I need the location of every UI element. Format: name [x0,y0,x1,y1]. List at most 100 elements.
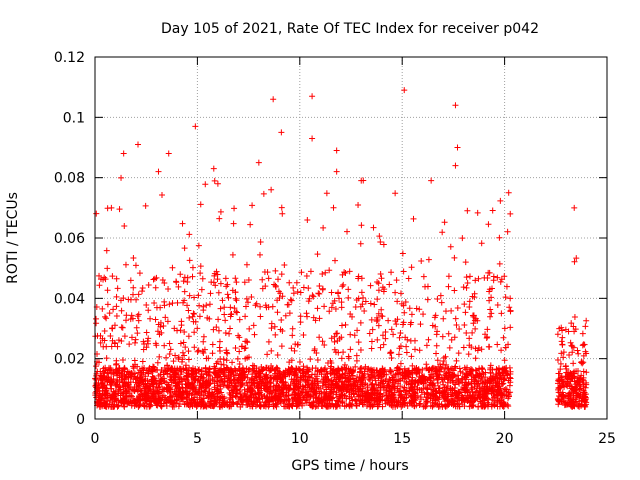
data-point [323,376,330,383]
data-point [197,201,204,208]
data-point [228,403,235,410]
data-point [118,307,125,314]
data-point [164,388,171,395]
data-point [360,294,367,301]
x-tick-label: 15 [393,431,411,447]
data-point [145,282,152,289]
data-point [278,271,285,278]
data-point [466,392,473,399]
data-point [345,294,352,301]
data-point [286,310,293,317]
data-point [420,311,427,318]
data-point [392,190,399,197]
data-point [333,147,340,154]
data-point [245,277,252,284]
data-point [314,357,321,364]
data-point [330,388,337,395]
data-point [177,340,184,347]
data-point [331,346,338,353]
data-point [225,294,232,301]
data-point [276,295,283,302]
data-point [352,397,359,404]
data-point [172,370,179,377]
data-point [344,377,351,384]
data-point [557,366,564,373]
data-point [233,308,240,315]
data-point [408,319,415,326]
data-point [257,303,264,310]
data-point [391,383,398,390]
data-point [555,392,562,399]
data-point [472,355,479,362]
data-point [364,371,371,378]
data-point [275,387,282,394]
data-point [132,336,139,343]
data-point [462,309,469,316]
data-point [296,358,303,365]
data-point [303,272,310,279]
data-point [184,302,191,309]
data-point [330,366,337,373]
data-point [147,402,154,409]
data-point [249,202,256,209]
data-point [347,331,354,338]
data-point [136,397,143,404]
data-point [95,359,102,366]
data-point [339,271,346,278]
data-point [409,381,416,388]
data-point [178,318,185,325]
data-point [357,240,364,247]
data-point [274,375,281,382]
data-point [153,342,160,349]
data-point [103,247,110,254]
data-point [493,379,500,386]
data-point [201,388,208,395]
data-point [474,381,481,388]
data-point [329,300,336,307]
data-point [103,355,110,362]
data-point [400,268,407,275]
data-point [437,292,444,299]
data-point [176,389,183,396]
data-point [389,391,396,398]
data-point [97,339,104,346]
data-point [272,331,279,338]
data-point [459,379,466,386]
data-point [160,386,167,393]
data-point [568,385,575,392]
data-point [504,371,511,378]
data-point [106,310,113,317]
data-point [121,403,128,410]
data-point [503,283,510,290]
data-point [268,320,275,327]
data-point [200,333,207,340]
data-point [233,390,240,397]
data-point [475,344,482,351]
data-point [308,371,315,378]
data-point [210,377,217,384]
data-point [403,349,410,356]
data-point [250,322,257,329]
data-point [334,397,341,404]
data-point [292,341,299,348]
data-point [187,400,194,407]
data-point [151,366,158,373]
data-point [487,362,494,369]
data-point [345,286,352,293]
data-point [451,334,458,341]
data-point [408,353,415,360]
data-point [440,357,447,364]
y-tick-label: 0.02 [54,352,85,368]
data-point [388,354,395,361]
data-point [133,296,140,303]
data-point [227,304,234,311]
data-point [260,190,267,197]
data-point [316,282,323,289]
data-point [278,316,285,323]
data-point [338,355,345,362]
data-point [132,262,139,269]
data-point [353,352,360,359]
data-point [570,370,577,377]
data-point [169,397,176,404]
data-point [120,150,127,157]
